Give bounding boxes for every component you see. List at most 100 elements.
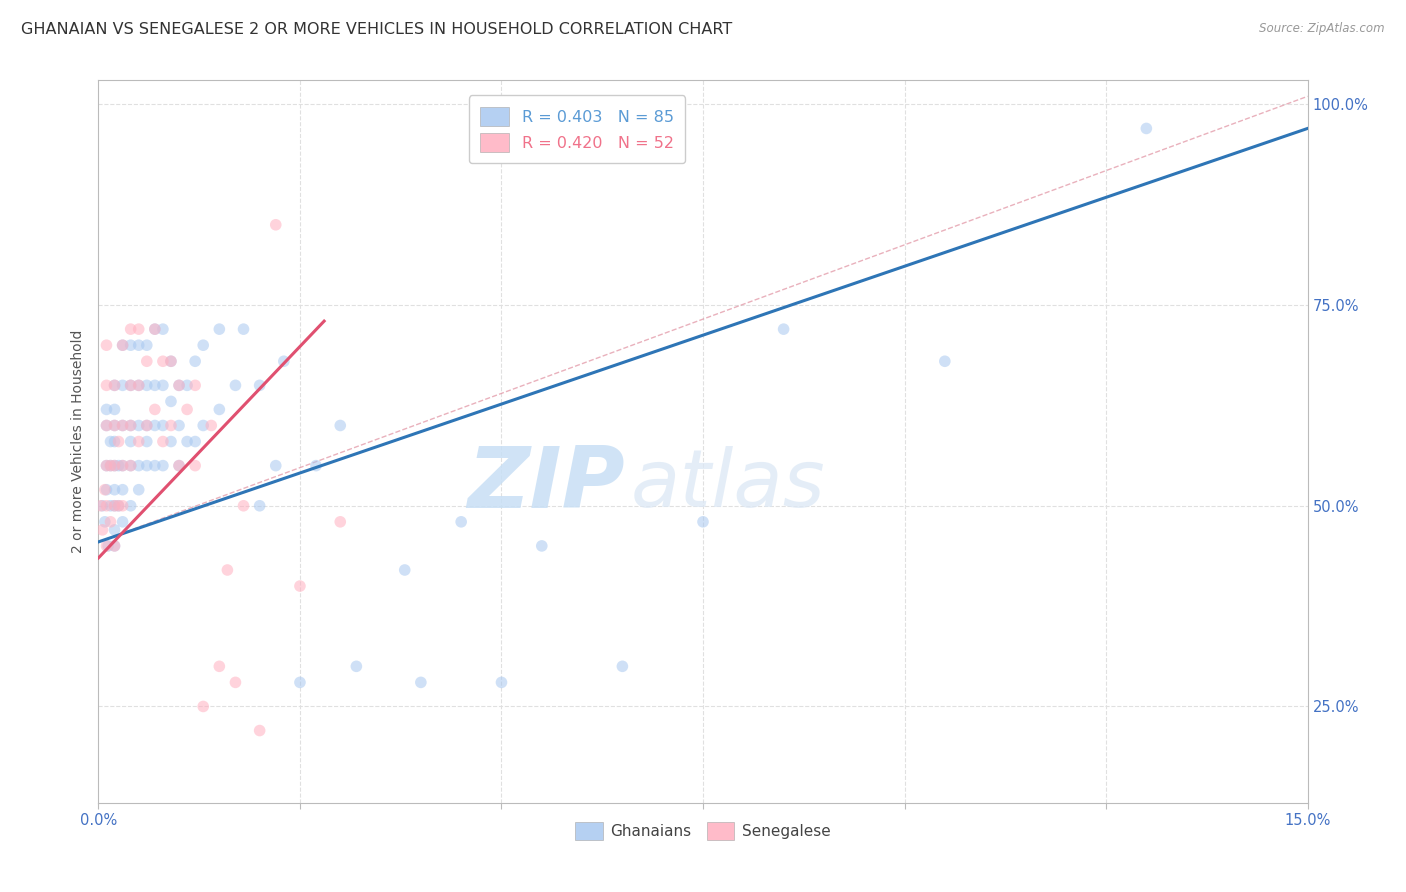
Point [143,458,166,473]
Point [176,402,198,417]
Point [344,659,367,673]
Text: GHANAIAN VS SENEGALESE 2 OR MORE VEHICLES IN HOUSEHOLD CORRELATION CHART: GHANAIAN VS SENEGALESE 2 OR MORE VEHICLE… [21,22,733,37]
Point [224,378,246,392]
Point [107,458,129,473]
Point [288,675,311,690]
Point [120,322,142,336]
Point [934,354,956,368]
Point [96,378,118,392]
Point [224,675,246,690]
Point [103,434,125,449]
Point [152,434,174,449]
Point [111,499,134,513]
Point [249,723,271,738]
Point [135,418,157,433]
Point [135,458,157,473]
Point [184,458,207,473]
Point [249,378,271,392]
Point [96,458,118,473]
Point [152,322,174,336]
Point [100,515,122,529]
Point [160,394,183,409]
Point [217,563,239,577]
Point [100,458,122,473]
Point [160,418,183,433]
Point [96,499,118,513]
Point [450,515,472,529]
Point [128,322,150,336]
Point [100,499,122,513]
Point [167,458,190,473]
Point [107,499,129,513]
Point [128,483,150,497]
Point [208,659,231,673]
Point [1135,121,1157,136]
Point [90,499,112,513]
Point [135,418,157,433]
Text: ZIP: ZIP [467,443,624,526]
Point [103,499,125,513]
Point [184,434,207,449]
Point [96,418,118,433]
Point [100,458,122,473]
Point [152,354,174,368]
Point [100,434,122,449]
Point [111,458,134,473]
Point [193,338,215,352]
Point [107,434,129,449]
Point [111,418,134,433]
Point [96,402,118,417]
Legend: Ghanaians, Senegalese: Ghanaians, Senegalese [567,813,839,849]
Point [184,378,207,392]
Point [135,338,157,352]
Point [167,458,190,473]
Point [103,539,125,553]
Point [94,515,117,529]
Point [329,515,352,529]
Point [103,418,125,433]
Point [143,322,166,336]
Point [612,659,634,673]
Point [232,499,254,513]
Point [176,378,198,392]
Point [176,434,198,449]
Point [167,418,190,433]
Point [208,322,231,336]
Text: atlas: atlas [630,446,825,524]
Point [152,378,174,392]
Point [160,354,183,368]
Point [128,378,150,392]
Point [94,483,117,497]
Point [264,458,287,473]
Point [288,579,311,593]
Point [120,418,142,433]
Point [111,418,134,433]
Point [264,218,287,232]
Point [103,539,125,553]
Point [96,539,118,553]
Point [96,338,118,352]
Point [143,378,166,392]
Point [128,338,150,352]
Point [120,499,142,513]
Point [120,458,142,473]
Point [305,458,328,473]
Point [232,322,254,336]
Point [107,499,129,513]
Point [111,338,134,352]
Point [96,418,118,433]
Point [329,418,352,433]
Point [120,378,142,392]
Point [152,458,174,473]
Point [128,458,150,473]
Point [409,675,432,690]
Point [111,458,134,473]
Text: Source: ZipAtlas.com: Source: ZipAtlas.com [1260,22,1385,36]
Point [249,499,271,513]
Point [184,354,207,368]
Point [193,418,215,433]
Point [103,458,125,473]
Point [167,378,190,392]
Point [208,402,231,417]
Point [103,523,125,537]
